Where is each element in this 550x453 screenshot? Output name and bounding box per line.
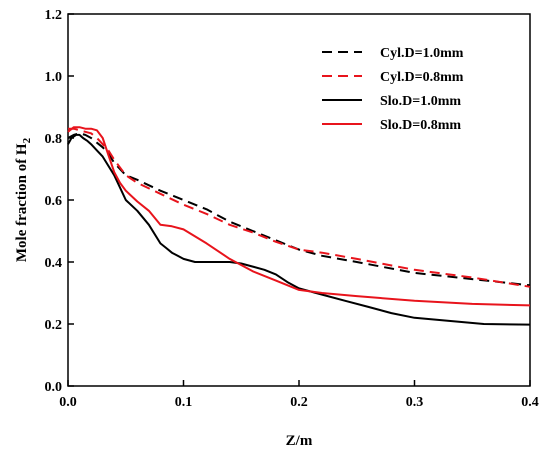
legend-label: Slo.D=0.8mm [380,118,461,133]
y-tick-label: 1.0 [45,70,63,85]
y-tick-label: 0.6 [45,194,63,209]
x-tick-label: 0.3 [406,395,424,410]
y-tick-label: 0.0 [45,380,63,395]
x-tick-label: 0.1 [175,395,193,410]
series-line-3 [67,133,531,326]
x-tick-label: 0.2 [290,395,308,410]
series-line-4 [67,126,531,307]
axis-ticks: 0.0 0.1 0.2 0.3 0.4 0.0 0.2 0.4 0.6 0.8 1.0 1.2 [45,8,539,410]
legend: Cyl.D=1.0mm Cyl.D=0.8mm Slo.D=1.0mm Slo.D=0… [322,46,464,133]
y-tick-label: 0.8 [45,132,63,147]
legend-label: Slo.D=1.0mm [380,94,461,109]
legend-label: Cyl.D=1.0mm [380,46,464,61]
y-tick-label: 0.2 [45,318,63,333]
y-axis-title-main: Mole fraction of H [14,143,30,262]
legend-label: Cyl.D=0.8mm [380,70,464,85]
y-tick-label: 1.2 [45,8,63,23]
series-line-2 [68,127,531,288]
y-tick-label: 0.4 [45,256,63,271]
x-tick-label: 0.4 [521,395,539,410]
y-axis-title-subscript: 2 [21,137,33,143]
series-line-1 [67,132,531,287]
x-axis-title: Z/m [286,433,313,449]
series-layer [67,126,531,326]
y-axis-title: Mole fraction of H2 [14,137,33,262]
x-tick-label: 0.0 [59,395,77,410]
